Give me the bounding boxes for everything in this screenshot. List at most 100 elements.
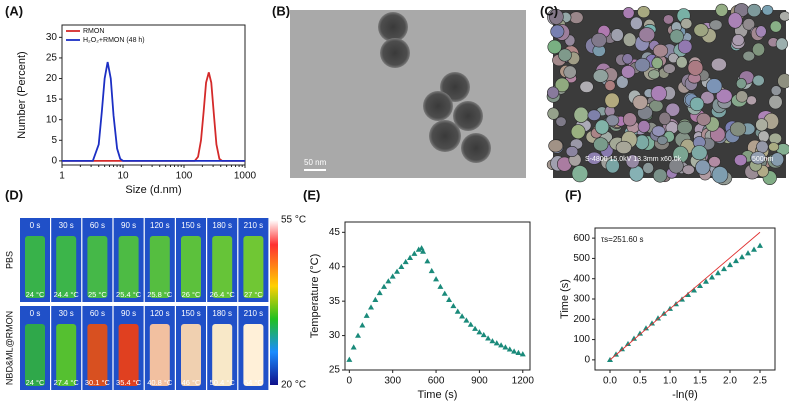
sem-particle [677,120,693,135]
marker [661,310,667,316]
sem-particle [637,120,651,133]
marker [346,356,353,362]
x-axis-label: Size (d.nm) [125,184,181,196]
marker [372,296,379,302]
sem-particle [648,69,661,80]
sem-particle [621,65,636,79]
x-tick-label: 600 [428,376,445,387]
sem-particle [727,12,743,29]
x-axis-label: Time (s) [418,389,458,401]
temperature-label: 26 °C [182,290,201,299]
sem-particle [593,137,609,152]
sem-particle [549,8,564,25]
marker [398,263,405,269]
y-tick-label: 35 [329,296,341,307]
sem-particle [676,56,688,69]
colorbar-max: 55 °C [281,215,306,226]
thermal-tube [149,324,170,386]
marker [355,332,362,338]
marker [420,248,427,254]
time-label: 120 s [150,221,170,230]
marker [727,261,733,268]
sem-particle [715,88,733,104]
temperature-label: 25.4 °C [116,290,142,299]
sem-particle [550,24,565,39]
sem-particle [752,42,765,57]
marker [480,331,487,338]
marker [476,329,483,335]
y-axis-label: Time (s) [559,279,571,319]
time-label: 90 s [121,221,136,230]
sem-particle [547,39,562,55]
x-tick-label: 1000 [234,171,257,182]
time-label: 150 s [181,309,201,318]
marker [450,302,457,309]
marker [709,274,715,280]
marker [485,335,492,341]
temperature-label: 26.4 °C [210,290,236,299]
marker [506,346,513,352]
marker [381,283,388,289]
x-axis-label: -ln(θ) [672,389,698,401]
tem-scale-bar: 50 nm [304,158,327,167]
sem-particle [680,18,693,30]
y-tick-label: 600 [573,233,590,244]
marker [757,242,763,248]
marker [691,287,697,293]
marker [446,296,453,302]
sem-particle [651,57,663,70]
thermal-tube [181,324,201,386]
panel-label: (C) [540,3,558,18]
marker [685,291,691,297]
panel-label: (E) [303,187,320,202]
marker [519,351,526,357]
marker [459,313,466,319]
marker [697,282,703,289]
tem-particles [304,12,491,171]
marker [619,346,625,352]
marker [703,278,709,284]
thermal-tube [87,324,108,386]
x-tick-label: 300 [384,376,401,387]
sem-particle [711,57,727,72]
marker [385,278,392,284]
marker [643,325,649,331]
sem-particle [547,86,560,99]
legend-label: RMON [83,28,104,35]
sem-particle [777,73,789,89]
x-tick-label: 100 [176,171,193,182]
thermal-tube [212,324,233,386]
plot-frame [344,221,531,371]
sem-particle [594,119,610,135]
sem-particle [768,142,780,152]
sem-particle [571,165,589,183]
marker [411,250,418,256]
sem-particle [750,151,766,165]
sem-particle [761,4,774,16]
y-tick-label: 20 [46,73,58,84]
temperature-label: 54 °C [244,378,263,387]
sem-particle [677,39,693,54]
sem-particle [700,90,715,105]
marker [389,273,396,279]
thermal-tube [56,236,77,298]
sem-particle [770,152,785,167]
sem-particle [746,95,757,106]
marker [363,312,370,318]
sem-particle [735,78,747,90]
marker [493,340,500,346]
temperature-label: 25.8 °C [147,290,173,299]
sem-particle [637,6,651,19]
y-tick-label: 30 [46,32,58,43]
sem-particle [758,130,770,143]
marker [637,330,643,336]
marker [745,250,751,256]
y-axis-label: Temperature (°C) [309,254,321,338]
marker [441,290,448,296]
sem-particle [747,3,762,18]
sem-particle [779,11,789,22]
marker [511,348,518,354]
temperature-label: 46 °C [182,378,201,387]
sem-particle [669,29,684,44]
sem-particle [587,109,601,121]
